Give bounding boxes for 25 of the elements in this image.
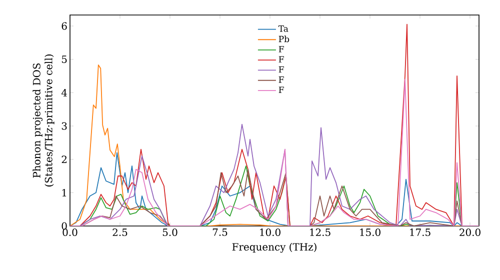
y-tick-label: 3 (62, 122, 67, 130)
x-tick-label: 15.0 (360, 228, 380, 236)
x-tick-label: 2.5 (112, 228, 128, 236)
legend-label: F (278, 86, 284, 93)
y-tick-label: 6 (62, 22, 67, 30)
x-tick-label: 10.0 (260, 228, 280, 236)
legend-label: F (278, 46, 284, 52)
legend-label: F (278, 76, 284, 83)
y-tick-label: 1 (62, 188, 66, 196)
x-tick-label: 17.5 (410, 228, 430, 236)
legend-label: F (278, 66, 284, 73)
y-tick-label: 0 (62, 222, 67, 230)
legend-label: F (278, 56, 284, 62)
y-tick-label: 2 (62, 156, 66, 164)
y-axis-title: Phonon projected DOS (States/THz·primitive cell) (32, 54, 54, 186)
x-tick-label: 20.0 (460, 228, 480, 236)
x-tick-label: 0.0 (62, 228, 78, 236)
legend-label: Ta (278, 26, 288, 32)
x-tick-label: 12.5 (310, 228, 330, 236)
x-axis-title: Frequency (THz) (232, 242, 316, 253)
y-tick-label: 5 (62, 56, 67, 64)
x-tick-label: 7.5 (212, 228, 228, 236)
y-tick-label: 4 (61, 88, 67, 96)
legend-label: Pb (278, 36, 290, 42)
x-tick-label: 5.0 (162, 228, 178, 236)
